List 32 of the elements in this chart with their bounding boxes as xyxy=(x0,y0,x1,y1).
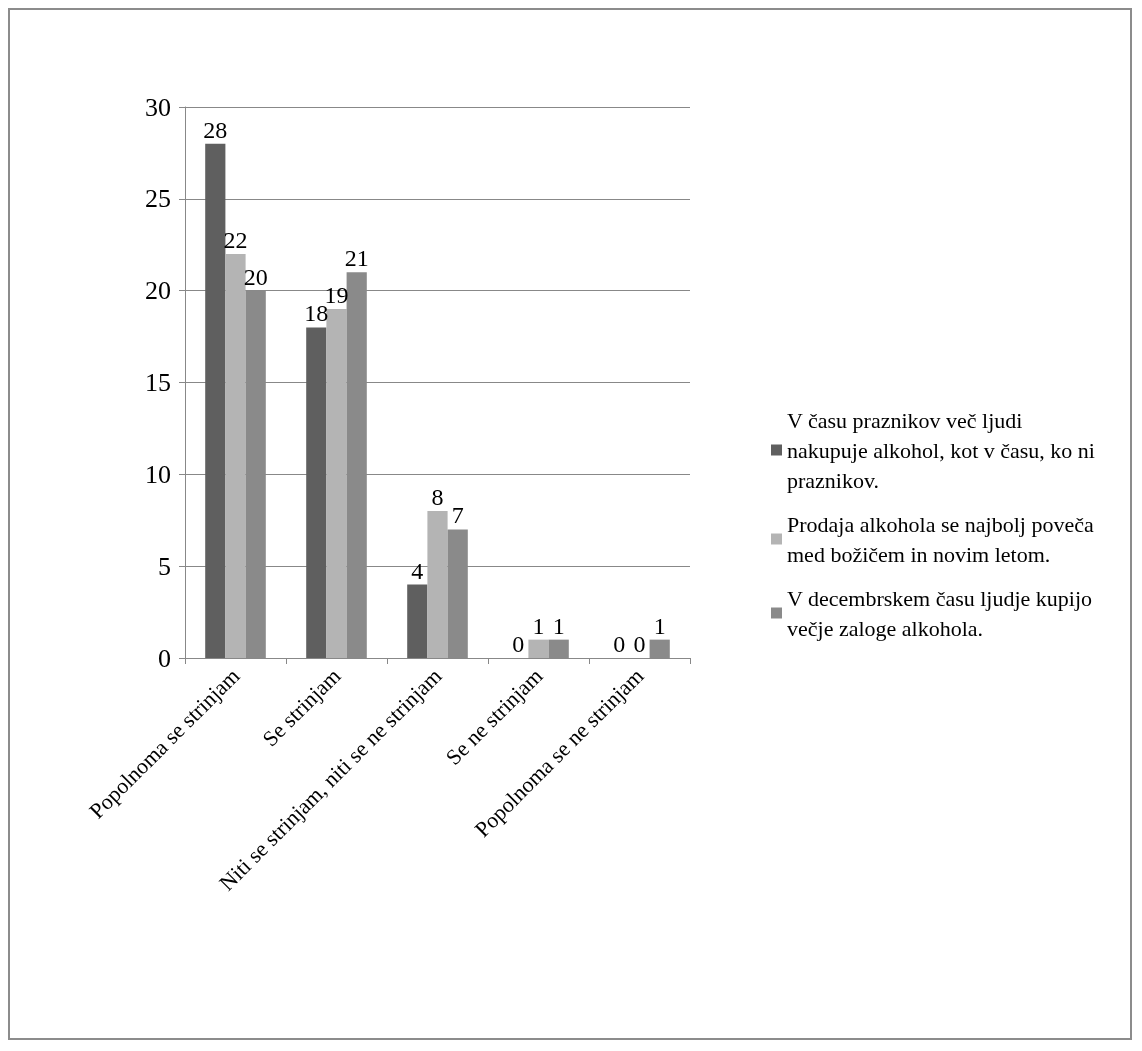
y-tick-label: 0 xyxy=(158,643,171,673)
y-tick-label: 20 xyxy=(145,276,171,306)
data-label: 7 xyxy=(451,502,464,529)
y-tick-label: 5 xyxy=(158,551,171,581)
data-label: 20 xyxy=(243,263,268,290)
bar xyxy=(528,639,549,658)
y-tick-label: 10 xyxy=(145,459,171,489)
data-label: 0 xyxy=(613,631,626,657)
data-label: 1 xyxy=(532,612,545,639)
data-label: 21 xyxy=(344,245,369,272)
data-label: 4 xyxy=(411,557,424,584)
bar xyxy=(649,639,670,658)
data-label: 1 xyxy=(552,612,565,639)
bar xyxy=(205,143,226,658)
legend-label: V decembrskem času ljudje kupijo večje zaloge alkohola. xyxy=(787,585,1098,641)
bar xyxy=(306,327,327,658)
data-label: 28 xyxy=(203,116,228,143)
bar xyxy=(225,253,246,658)
data-label: 1 xyxy=(653,612,666,639)
legend-label: Prodaja alkohola se najbolj poveča med božičem in novim letom. xyxy=(787,511,1100,567)
data-label: 8 xyxy=(431,484,444,511)
legend-label: V času praznikov več ljudi nakupuje alkohol, kot v času, ko ni praznikov. xyxy=(787,407,1101,493)
y-tick-label: 30 xyxy=(145,92,171,122)
bar xyxy=(326,309,347,658)
y-tick-label: 15 xyxy=(145,368,171,397)
data-label: 18 xyxy=(304,300,329,327)
bar xyxy=(427,511,448,658)
bar xyxy=(548,639,569,658)
y-tick-label: 25 xyxy=(145,184,171,214)
bar xyxy=(407,584,428,658)
data-label: 0 xyxy=(512,631,525,657)
data-label: 0 xyxy=(633,631,646,657)
